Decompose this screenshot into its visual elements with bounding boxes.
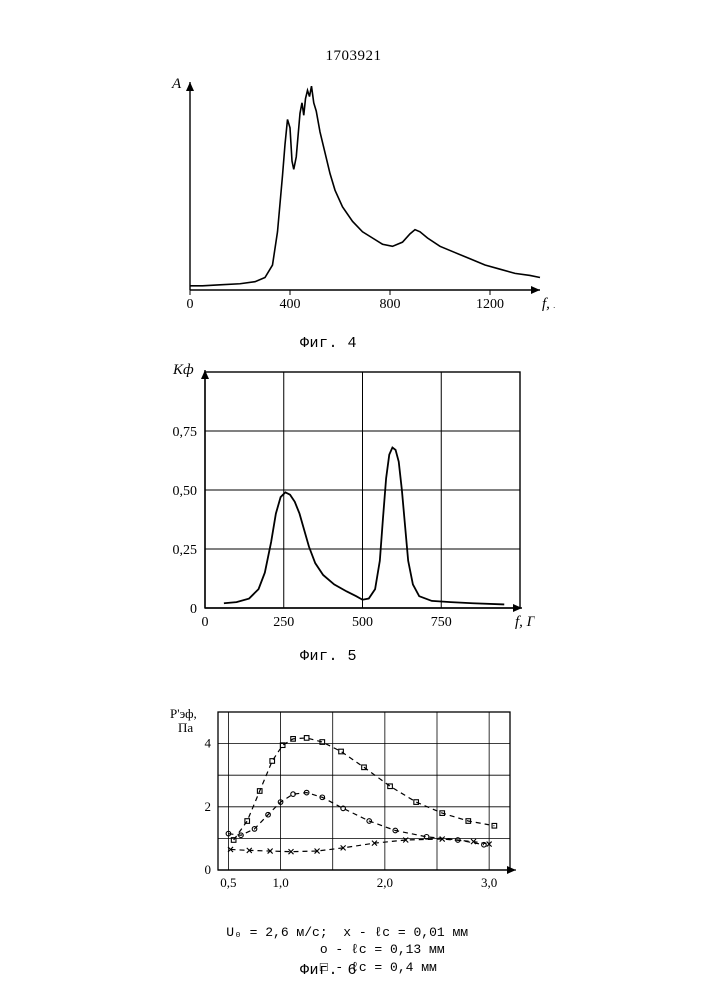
svg-text:A: A <box>171 76 182 92</box>
svg-text:750: 750 <box>431 615 452 630</box>
fig4-caption: Фиг. 4 <box>300 335 357 352</box>
svg-text:0: 0 <box>187 297 194 312</box>
document-number: 1703921 <box>0 48 707 65</box>
svg-text:3,0: 3,0 <box>481 875 497 890</box>
fig4-chart: 0 400 800 1200 Af, Гц <box>135 70 555 320</box>
svg-text:Па: Па <box>178 720 193 735</box>
svg-text:400: 400 <box>280 297 301 312</box>
svg-text:0: 0 <box>205 862 212 877</box>
svg-text:2: 2 <box>205 799 212 814</box>
svg-text:0: 0 <box>202 615 209 630</box>
fig5-caption: Фиг. 5 <box>300 648 357 665</box>
svg-text:0: 0 <box>190 602 197 617</box>
page: 1703921 04008001200Af, Гц Фиг. 4 0250500… <box>0 0 707 1000</box>
svg-text:500: 500 <box>352 615 373 630</box>
svg-text:250: 250 <box>273 615 294 630</box>
svg-text:4: 4 <box>205 736 212 751</box>
fig5-chart: 0 250 500 750 0 0,25 0,50 0,75 Kф f, Гц <box>135 358 535 638</box>
legend-u0: U₀ = 2,6 м/с; <box>226 925 327 940</box>
fig6-chart: 0,5 1,0 2,0 3,0 0 2 4 P'эф,Па <box>150 700 530 900</box>
svg-text:0,5: 0,5 <box>220 875 236 890</box>
svg-text:2,0: 2,0 <box>377 875 393 890</box>
svg-text:0,25: 0,25 <box>173 543 198 558</box>
svg-text:0,50: 0,50 <box>173 484 198 499</box>
svg-text:1,0: 1,0 <box>272 875 288 890</box>
svg-text:800: 800 <box>380 297 401 312</box>
svg-text:Kф: Kф <box>172 362 194 378</box>
svg-text:f, Гц: f, Гц <box>542 296 555 312</box>
svg-text:1200: 1200 <box>476 297 504 312</box>
fig6-caption: Фиг. 6 <box>300 962 357 979</box>
svg-text:f, Гц: f, Гц <box>515 614 535 630</box>
svg-text:P'эф,: P'эф, <box>170 706 197 721</box>
svg-text:0,75: 0,75 <box>173 425 198 440</box>
fig6-legend: U₀ = 2,6 м/с; x - ℓc = 0,01 мм o - ℓc = … <box>195 906 468 994</box>
